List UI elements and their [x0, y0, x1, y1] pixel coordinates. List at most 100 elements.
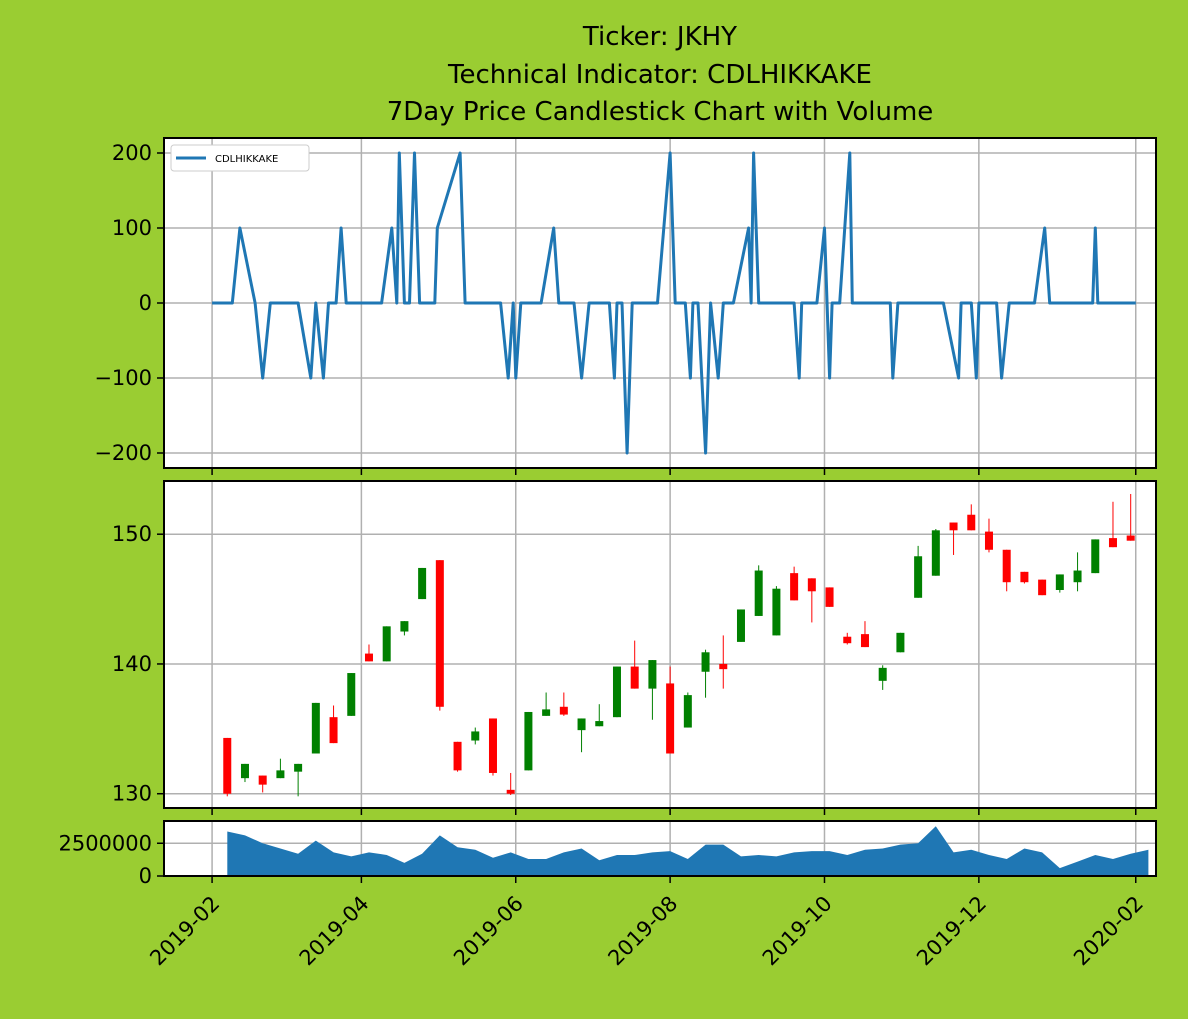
candle: [790, 566, 799, 601]
candle-body: [701, 652, 710, 672]
volume-y-axis: 2500000 0: [58, 831, 164, 888]
volume-frame: [163, 820, 1157, 877]
candle: [843, 632, 852, 645]
candle: [223, 737, 232, 797]
y-tick-label: 100: [112, 216, 152, 240]
candle-body: [683, 695, 692, 728]
candle: [418, 567, 427, 600]
candle-body: [666, 683, 675, 754]
candle-body: [1002, 549, 1011, 583]
legend: CDLHIKKAKE: [170, 144, 310, 172]
y-tick-label: −200: [94, 441, 152, 465]
indicator-panel: 200 100 0 −100 −200 CDLHIKKAKE: [94, 137, 1157, 475]
title-line-3: 7Day Price Candlestick Chart with Volume: [387, 97, 934, 127]
candle: [1020, 571, 1029, 584]
candle-body: [719, 663, 728, 670]
candle-body: [418, 567, 427, 600]
candle-body: [878, 667, 887, 681]
candle: [1002, 549, 1011, 592]
candle: [382, 626, 391, 662]
candle: [1055, 574, 1064, 593]
candle: [967, 504, 976, 531]
indicator-x-ticks: [211, 468, 1137, 475]
chart-title: Ticker: JKHY Technical Indicator: CDLHIK…: [387, 22, 934, 127]
y-tick-label: 0: [139, 864, 152, 888]
candle-body: [807, 578, 816, 592]
candle-body: [843, 636, 852, 644]
candle-body: [364, 653, 373, 662]
candle: [807, 578, 816, 623]
candle: [506, 772, 515, 796]
candle-body: [790, 573, 799, 601]
series-line-cdlhikkake: [212, 151, 1136, 455]
candle-body: [258, 775, 267, 785]
price-y-axis: 130 140 150: [112, 522, 164, 806]
candle-body: [1038, 579, 1047, 596]
candle-body: [630, 666, 639, 689]
candle: [1126, 493, 1135, 541]
candle: [488, 718, 497, 776]
candle: [471, 727, 480, 745]
candle-body: [276, 770, 285, 779]
candle-body: [382, 626, 391, 662]
candle: [736, 609, 745, 642]
legend-label-cdlhikkake: CDLHIKKAKE: [215, 154, 278, 165]
candle: [878, 665, 887, 690]
candle-body: [329, 717, 338, 744]
candle: [347, 673, 356, 716]
candle-body: [896, 632, 905, 653]
candle-body: [240, 763, 249, 779]
candle-body: [223, 737, 232, 794]
y-tick-label: 130: [112, 782, 152, 806]
candle-body: [1108, 538, 1117, 548]
candle: [1038, 579, 1047, 596]
candle-body: [577, 718, 586, 731]
candle-body: [736, 609, 745, 642]
candle-body: [1073, 570, 1082, 583]
candle: [772, 586, 781, 636]
candle-body: [967, 514, 976, 531]
candle-body: [347, 673, 356, 716]
legend-box: [170, 144, 310, 172]
candle-body: [435, 560, 444, 707]
indicator-y-axis: 200 100 0 −100 −200: [94, 141, 164, 465]
y-tick-label: 200: [112, 141, 152, 165]
candle: [949, 522, 958, 555]
candle-body: [984, 531, 993, 550]
candlesticks: [223, 493, 1135, 797]
indicator-frame: [163, 137, 1157, 469]
candle: [329, 705, 338, 744]
candle-body: [1020, 571, 1029, 583]
candle-body: [400, 621, 409, 632]
y-tick-label: −100: [94, 366, 152, 390]
candle: [754, 565, 763, 616]
price-plot-area: [164, 481, 1156, 808]
candle: [542, 692, 551, 716]
candle-body: [471, 731, 480, 741]
candle: [914, 545, 923, 598]
candle: [648, 660, 657, 720]
y-tick-label: 140: [112, 652, 152, 676]
candle: [860, 621, 869, 648]
candle: [630, 640, 639, 689]
candle-body: [648, 660, 657, 689]
candle-body: [1055, 574, 1064, 590]
candle: [984, 518, 993, 553]
candle: [258, 775, 267, 793]
candle: [400, 621, 409, 636]
price-frame: [163, 480, 1157, 809]
title-line-2: Technical Indicator: CDLHIKKAKE: [447, 60, 872, 90]
candle: [435, 560, 444, 711]
candle: [825, 587, 834, 607]
candle: [453, 741, 462, 772]
candle: [1073, 552, 1082, 592]
candle: [1108, 501, 1117, 548]
candle: [683, 692, 692, 728]
candle-body: [488, 718, 497, 773]
candle-body: [453, 741, 462, 771]
volume-area: [227, 826, 1149, 876]
candle-body: [772, 588, 781, 636]
candle: [240, 763, 249, 783]
candle-body: [825, 587, 834, 607]
